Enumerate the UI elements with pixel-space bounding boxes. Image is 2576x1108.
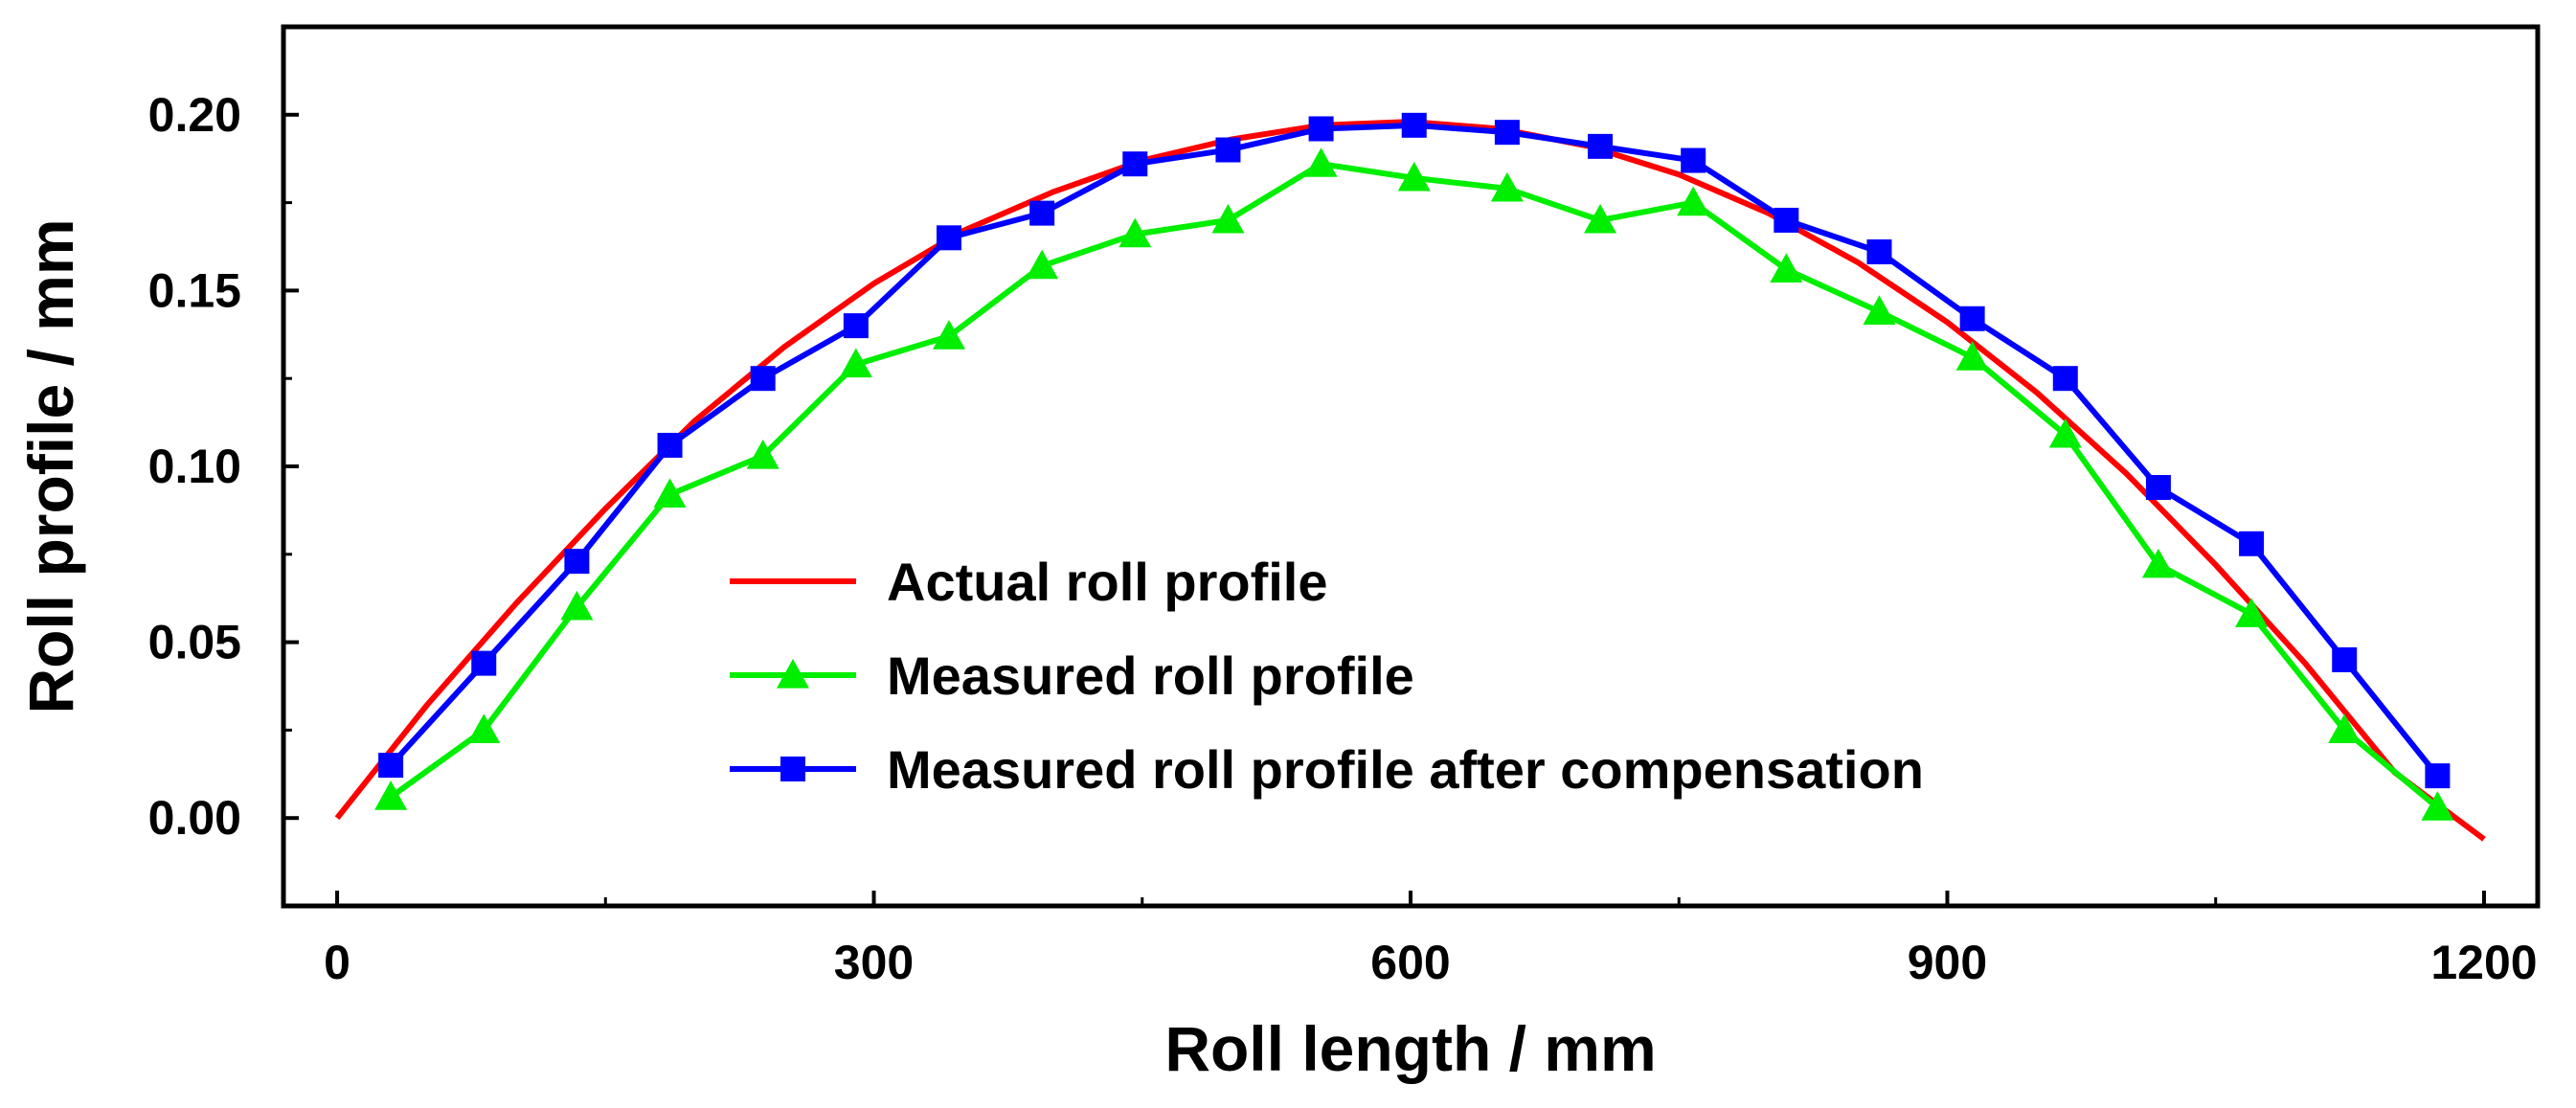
x-tick-label: 900 (1908, 936, 1987, 989)
data-point (2425, 763, 2451, 789)
data-point (1863, 295, 1896, 326)
y-tick-label: 0.15 (148, 263, 241, 317)
data-point (1026, 249, 1059, 280)
data-point (1584, 203, 1617, 234)
data-point (1770, 253, 1803, 283)
data-point (1304, 147, 1338, 177)
data-point (1677, 186, 1710, 216)
data-point (2328, 713, 2361, 743)
legend-item: Actual roll profile (730, 552, 1328, 612)
data-point (1211, 203, 1245, 234)
legend-label: Measured roll profile (887, 645, 1414, 706)
data-point (932, 320, 965, 350)
data-point (564, 549, 590, 575)
data-point (1494, 120, 1520, 146)
legend-marker (780, 757, 805, 781)
data-point (1959, 305, 1985, 331)
data-point (1490, 171, 1524, 202)
x-tick-label: 600 (1370, 936, 1450, 989)
data-point (1955, 341, 1989, 371)
x-axis: 0 300 600 900 1200 (324, 891, 2538, 989)
y-tick-label: 0.10 (148, 440, 241, 493)
y-tick-label: 0.20 (148, 88, 241, 142)
y-axis: 0.00 0.05 0.10 0.15 0.20 (148, 88, 299, 845)
data-point (1401, 112, 1427, 138)
data-point (1866, 239, 1892, 265)
legend-item: Measured roll profile after compensation (730, 739, 1924, 800)
legend: Actual roll profile Measured roll profile… (730, 552, 1924, 800)
data-point (560, 590, 594, 621)
data-point (843, 313, 869, 339)
x-axis-title: Roll length / mm (1164, 1013, 1656, 1084)
x-tick-label: 1200 (2430, 936, 2537, 989)
data-point (750, 366, 776, 392)
data-point (1308, 116, 1334, 142)
data-point (1119, 217, 1152, 248)
y-tick-label: 0.05 (148, 616, 241, 669)
data-point (1215, 137, 1241, 163)
data-point (467, 713, 501, 743)
legend-label: Actual roll profile (887, 552, 1328, 612)
data-point (378, 753, 404, 779)
x-tick-label: 300 (834, 936, 914, 989)
y-tick-label: 0.00 (148, 791, 241, 845)
data-point (1397, 161, 1431, 192)
legend-item: Measured roll profile (730, 645, 1414, 706)
data-point (2235, 598, 2269, 627)
data-point (746, 439, 780, 469)
data-point (2421, 791, 2454, 821)
data-point (839, 348, 872, 378)
series-line (389, 161, 2440, 810)
data-point (1774, 207, 1799, 233)
data-point (1681, 147, 1706, 173)
data-point (374, 780, 408, 810)
x-tick-label: 0 (324, 936, 350, 989)
data-point (2145, 475, 2171, 501)
data-point (2141, 548, 2175, 578)
data-point (471, 650, 497, 676)
y-axis-title: Roll profile / mm (15, 218, 86, 713)
data-point (2052, 366, 2078, 392)
data-point (657, 432, 683, 458)
data-point (2239, 531, 2265, 556)
data-point (1122, 151, 1148, 177)
series-layer (334, 112, 2486, 842)
legend-label: Measured roll profile after compensation (887, 739, 1924, 800)
data-point (653, 478, 687, 508)
data-point (2332, 646, 2358, 672)
data-point (1588, 133, 1614, 159)
data-point (936, 225, 961, 251)
legend-marker (777, 659, 809, 689)
series-1 (374, 147, 2454, 821)
series-2 (378, 112, 2451, 789)
data-point (1029, 200, 1055, 226)
data-point (2048, 418, 2082, 448)
